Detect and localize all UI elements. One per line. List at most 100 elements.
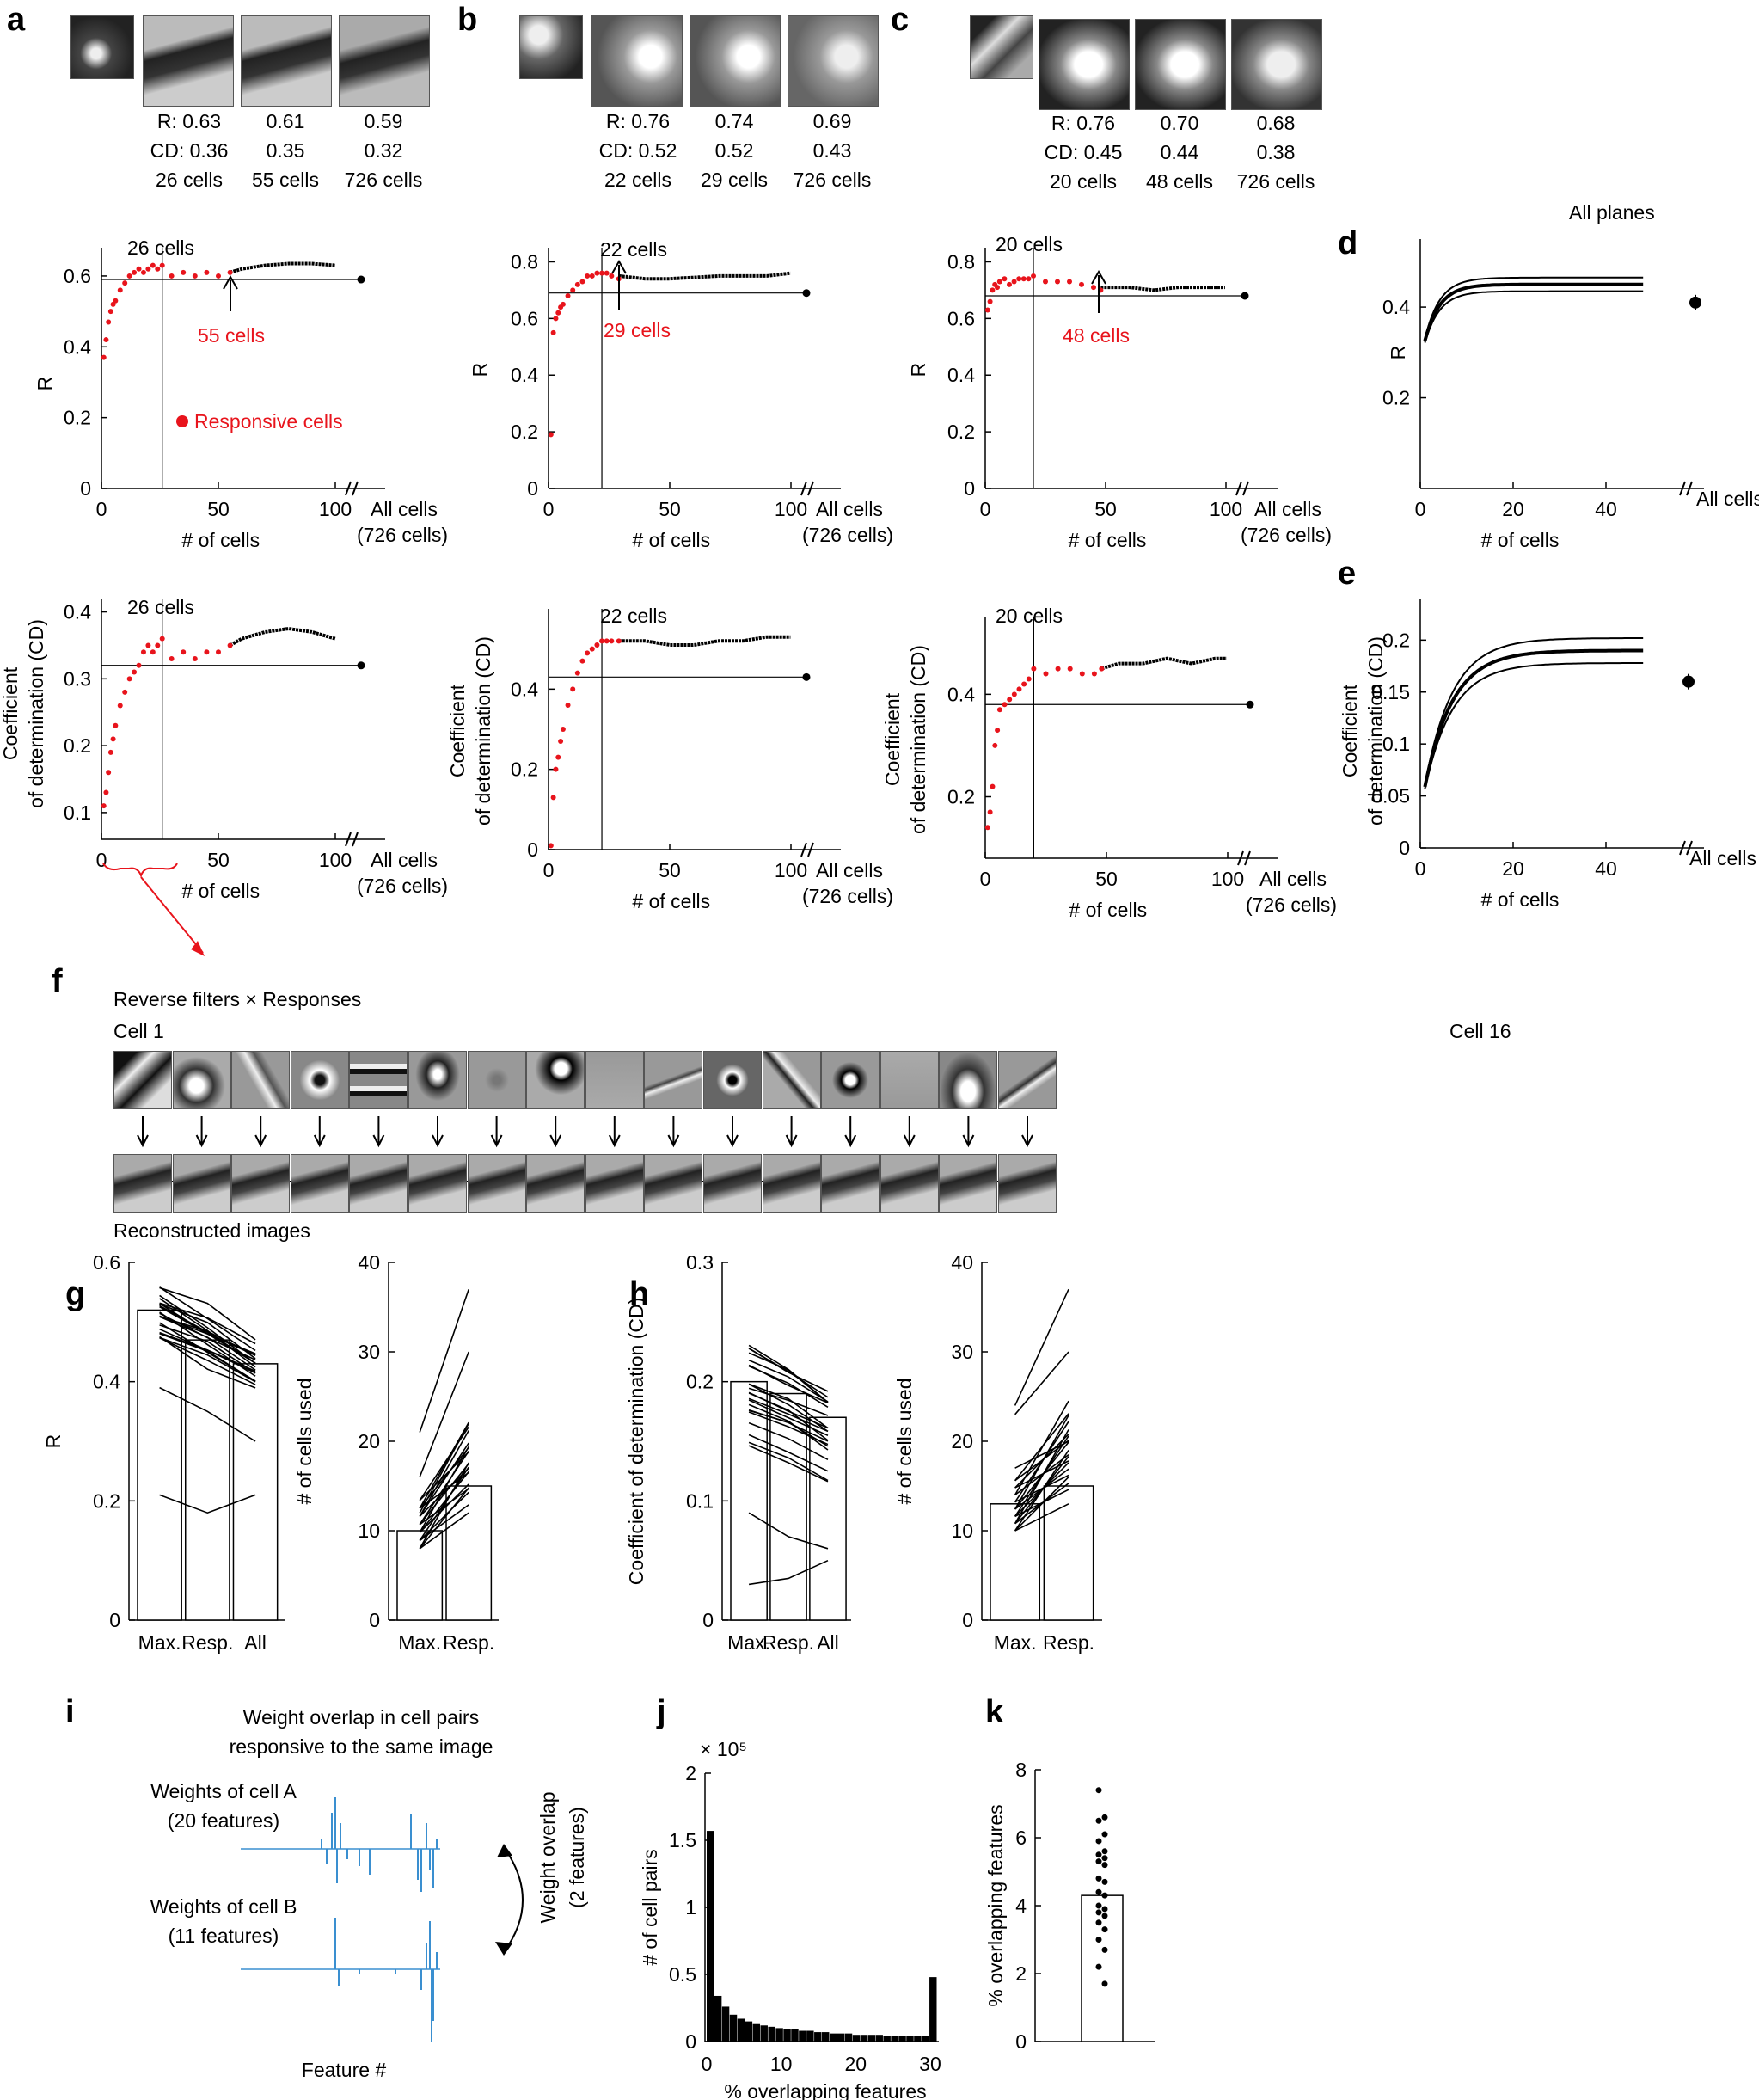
c-CD-responsive-point — [990, 783, 996, 789]
j-bar — [860, 2035, 868, 2042]
a-CD-responsive-point — [181, 649, 187, 655]
j-bar — [852, 2035, 861, 2042]
b-CD-responsive-point — [553, 766, 559, 772]
c-CD-responsive-point — [1043, 671, 1049, 677]
g-right-subject-line — [419, 1442, 469, 1517]
c-CD-nonresponsive-trace — [1100, 656, 1227, 671]
f-down-arrow — [844, 1116, 857, 1148]
j-bar — [875, 2035, 883, 2042]
b-R-responsive-point — [560, 301, 566, 307]
j-bar — [814, 2032, 822, 2042]
a-CD-responsive-point — [106, 770, 112, 776]
a-CD-responsive-point — [107, 749, 113, 755]
e-curve-upper — [1424, 637, 1644, 785]
a-CD-xtick-label: 50 — [207, 849, 230, 871]
c-r-top-note: 20 cells — [996, 233, 1063, 255]
b-R-ytick-label: 0.6 — [511, 307, 538, 329]
d-xtick-label: 40 — [1595, 498, 1617, 520]
reconstruction-a-2 — [241, 15, 332, 107]
a-R-responsive-point — [117, 287, 123, 293]
g-left-subject-line — [159, 1328, 256, 1374]
a-R-responsive-point — [204, 269, 210, 275]
g-right-subject-line — [419, 1351, 469, 1477]
a-R-responsive-point — [132, 269, 138, 275]
a-R-responsive-point — [122, 280, 128, 286]
b-R-responsive-point — [550, 329, 556, 335]
reconstructed-image-12 — [762, 1154, 821, 1213]
c-CD-responsive-point — [1002, 702, 1008, 708]
a-CD-responsive-point — [192, 656, 198, 661]
h-right-ytick-label: 0 — [962, 1609, 973, 1631]
g-left-xtick-label: All — [244, 1631, 267, 1654]
b-R-responsive-point — [565, 293, 571, 298]
g-left-subject-line — [159, 1286, 256, 1352]
b-CD-responsive-point — [560, 727, 566, 732]
b-cd-3: 0.43 — [812, 139, 852, 162]
g-left-xtick-label: Resp. — [181, 1631, 233, 1654]
stimulus-image-a — [70, 15, 134, 79]
c-R-responsive-point — [1016, 276, 1022, 282]
h-right-subject-line — [1014, 1434, 1069, 1489]
b-R-xtick-label: 100 — [775, 498, 807, 520]
reverse-filter-cell-4 — [290, 1051, 349, 1109]
b-CD-xlabel: # of cells — [632, 890, 710, 912]
g-left-xtick-label: Max. — [138, 1631, 181, 1654]
f-down-arrow — [137, 1116, 149, 1148]
g-right-subject-line — [419, 1512, 469, 1550]
c-R-all-cells-label: All cells — [1254, 498, 1321, 520]
a-f-connector — [140, 876, 204, 954]
a-CD-all-cells-n: (726 cells) — [357, 875, 448, 897]
j-exponent: × 10⁵ — [700, 1738, 747, 1760]
f-down-arrow — [254, 1116, 267, 1148]
j-xtick-label: 30 — [919, 2053, 941, 2075]
c-CD-responsive-point — [1079, 671, 1085, 677]
a-R-responsive-point — [169, 273, 175, 279]
d-ytick-label: 0.2 — [1382, 387, 1410, 409]
j-bar — [922, 2036, 929, 2042]
a-CD-ytick-label: 0.2 — [64, 734, 91, 757]
k-point — [1101, 1862, 1108, 1869]
reverse-filter-cell-10 — [644, 1051, 703, 1109]
reconstructed-image-11 — [703, 1154, 762, 1213]
d-xtick-label: 20 — [1502, 498, 1524, 520]
g-left-ylabel: R — [42, 1434, 64, 1449]
j-bar — [898, 2036, 906, 2042]
g-right-ytick-label: 20 — [358, 1430, 380, 1452]
g-left-ytick-label: 0.2 — [93, 1489, 120, 1512]
reconstructed-image-9 — [585, 1154, 644, 1213]
c-R-ytick-label: 0.6 — [947, 307, 975, 329]
e-curve-mean — [1423, 648, 1644, 788]
k-point — [1101, 1926, 1108, 1933]
reconstructed-image-14 — [880, 1154, 939, 1213]
j-bar — [729, 2014, 738, 2042]
b-R-nonresponsive-trace — [618, 271, 791, 281]
j-xlabel: % overlapping features — [724, 2080, 926, 2100]
b-CD-responsive-point — [550, 795, 556, 801]
a-CD-responsive-point — [126, 676, 132, 682]
g-right-subject-line — [419, 1504, 469, 1542]
j-bar — [891, 2036, 898, 2042]
k-point — [1101, 1878, 1108, 1885]
reconstructed-image-5 — [349, 1154, 408, 1213]
panel-label-d: d — [1338, 225, 1358, 261]
b-CD-responsive-point — [548, 843, 554, 849]
j-xtick-label: 10 — [770, 2053, 793, 2075]
g-left-subject-line — [159, 1302, 256, 1345]
c-cd-1: CD: 0.45 — [1044, 141, 1123, 163]
a-R-ytick-label: 0.4 — [64, 335, 91, 358]
c-R-responsive-point — [1043, 279, 1048, 285]
b-CD-all-cells-n: (726 cells) — [802, 885, 893, 907]
c-R-xtick-label: 50 — [1094, 498, 1117, 520]
f-down-arrow — [608, 1116, 621, 1148]
a-CD-responsive-point — [140, 649, 146, 655]
k-point — [1101, 1831, 1108, 1838]
k-ylabel: % overlapping features — [984, 1804, 1007, 2006]
b-r-arrow-note: 29 cells — [604, 319, 671, 341]
e-all-cells-label: All cells — [1689, 847, 1756, 869]
c-R-xtick-label: 100 — [1210, 498, 1242, 520]
g-right-subject-line — [419, 1466, 469, 1541]
reconstructed-image-15 — [939, 1154, 998, 1213]
h-left-bar — [730, 1380, 768, 1621]
f-down-arrow — [490, 1116, 503, 1148]
k-bar — [1081, 1894, 1124, 2042]
